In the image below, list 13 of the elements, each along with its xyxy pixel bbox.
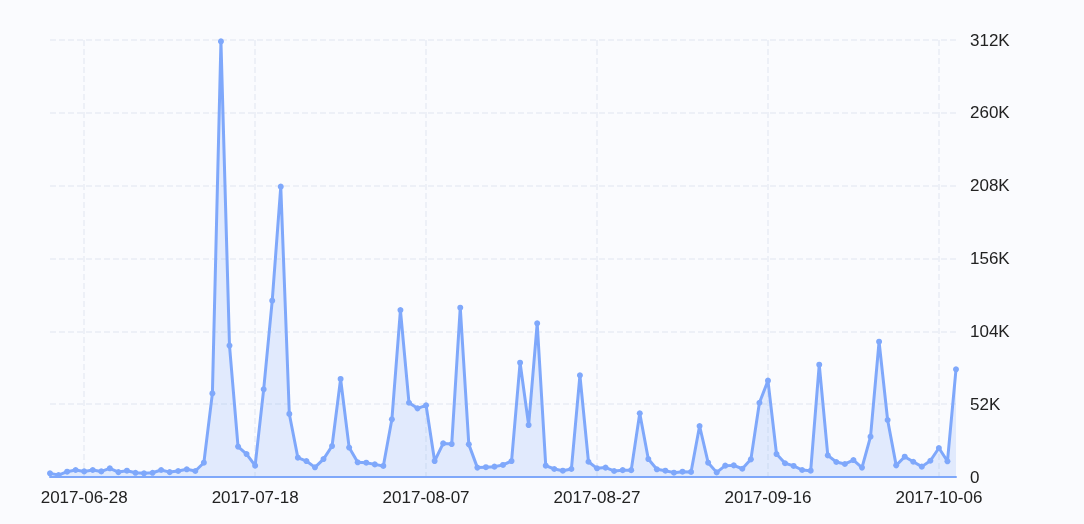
x-tick-label: 2017-09-16: [724, 488, 812, 507]
y-tick-label: 104K: [970, 321, 1011, 341]
x-tick-label: 2017-07-18: [211, 488, 299, 507]
x-tick-label: 2017-08-27: [553, 488, 641, 507]
y-tick-label: 208K: [970, 176, 1011, 196]
x-tick-label: 2017-08-07: [382, 488, 470, 507]
x-tick-label: 2017-06-28: [40, 488, 128, 507]
y-tick-label: 156K: [970, 249, 1011, 268]
y-tick-label: 312K: [970, 30, 1011, 50]
y-tick-label: 260K: [970, 103, 1011, 123]
y-tick-label: 52K: [970, 394, 1001, 414]
y-tick-label: 0: [970, 467, 980, 487]
x-tick-label: 2017-10-06: [895, 488, 983, 507]
